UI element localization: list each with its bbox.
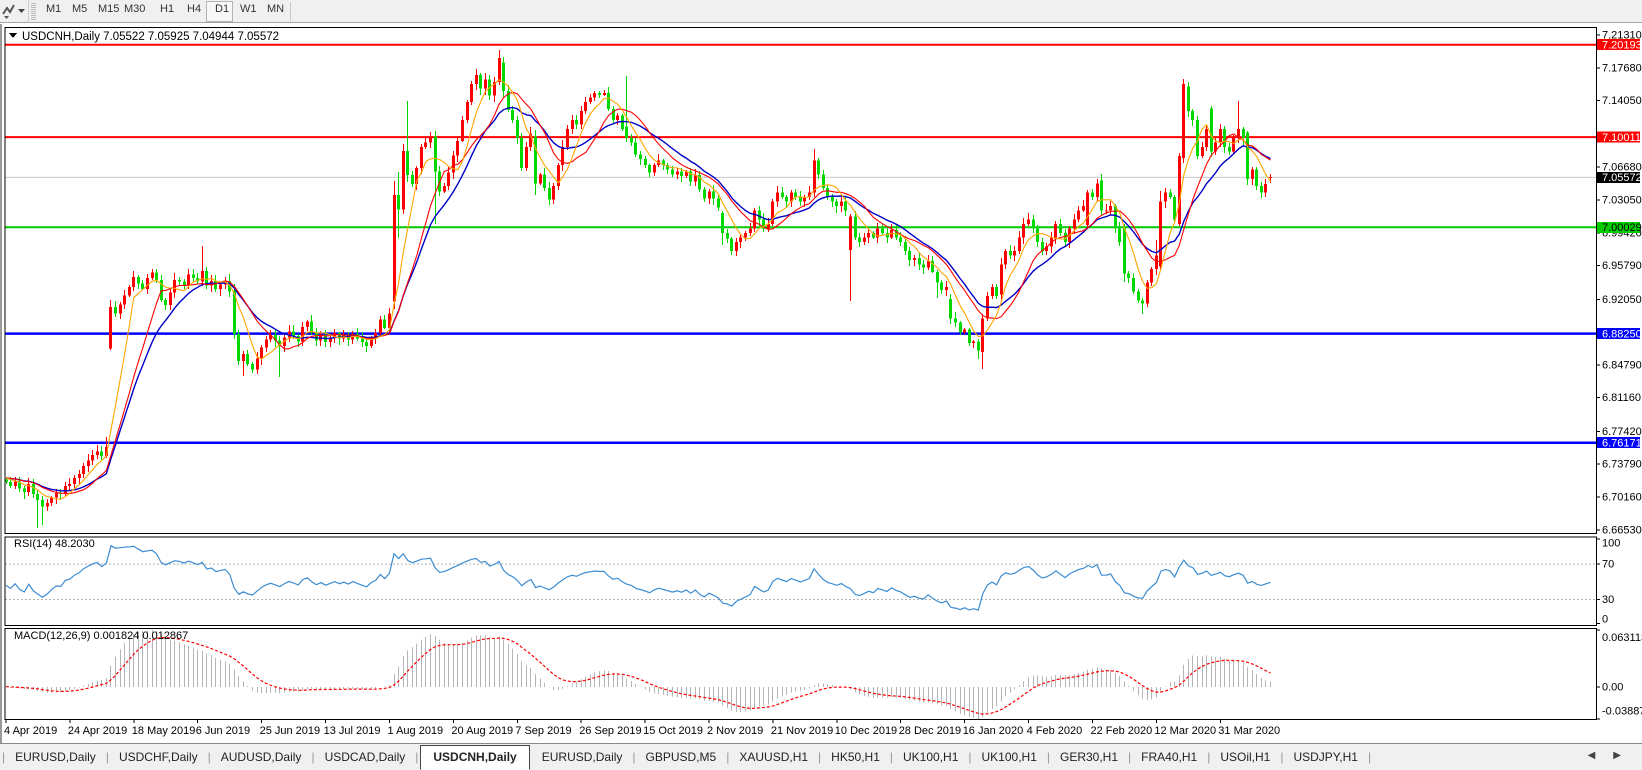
svg-text:6.77420: 6.77420 [1602, 426, 1642, 438]
svg-text:1 Aug 2019: 1 Aug 2019 [388, 725, 444, 737]
svg-text:6.66530: 6.66530 [1602, 524, 1642, 536]
svg-text:2 Nov 2019: 2 Nov 2019 [707, 725, 763, 737]
svg-text:25 Jun 2019: 25 Jun 2019 [260, 725, 321, 737]
svg-text:4 Feb 2020: 4 Feb 2020 [1027, 725, 1083, 737]
svg-text:0.063113: 0.063113 [1602, 632, 1642, 644]
svg-text:7 Sep 2019: 7 Sep 2019 [515, 725, 571, 737]
svg-text:7.21310: 7.21310 [1602, 30, 1642, 42]
svg-text:7.03050: 7.03050 [1602, 195, 1642, 207]
svg-text:USDCNH,Daily 7.05522 7.05925: USDCNH,Daily 7.05522 7.05925 7.04944 7.0… [22, 31, 279, 43]
svg-text:0: 0 [1602, 614, 1608, 626]
svg-text:30: 30 [1602, 594, 1614, 606]
svg-text:6.92050: 6.92050 [1602, 294, 1642, 306]
svg-text:0.00: 0.00 [1602, 682, 1623, 694]
svg-text:-0.038872: -0.038872 [1602, 706, 1642, 718]
svg-text:10 Dec 2019: 10 Dec 2019 [835, 725, 897, 737]
svg-text:6.73790: 6.73790 [1602, 459, 1642, 471]
svg-text:6.84790: 6.84790 [1602, 359, 1642, 371]
svg-text:MACD(12,26,9) 0.001824 0.01286: MACD(12,26,9) 0.001824 0.012867 [14, 630, 188, 642]
svg-text:6.81160: 6.81160 [1602, 392, 1641, 404]
svg-text:13 Jul 2019: 13 Jul 2019 [324, 725, 381, 737]
svg-text:20 Aug 2019: 20 Aug 2019 [451, 725, 513, 737]
svg-text:24 Apr 2019: 24 Apr 2019 [68, 725, 127, 737]
svg-text:16 Jan 2020: 16 Jan 2020 [963, 725, 1024, 737]
svg-text:31 Mar 2020: 31 Mar 2020 [1218, 725, 1280, 737]
svg-text:6.76171: 6.76171 [1602, 438, 1642, 450]
svg-text:4 Apr 2019: 4 Apr 2019 [4, 725, 57, 737]
svg-text:7.10011: 7.10011 [1602, 132, 1641, 144]
svg-text:70: 70 [1602, 559, 1614, 571]
svg-text:RSI(14) 48.2030: RSI(14) 48.2030 [14, 538, 95, 550]
svg-text:7.06680: 7.06680 [1602, 162, 1642, 174]
svg-text:6.88250: 6.88250 [1602, 328, 1642, 340]
svg-text:7.20193: 7.20193 [1602, 40, 1642, 52]
svg-text:22 Feb 2020: 22 Feb 2020 [1091, 725, 1153, 737]
svg-text:7.05572: 7.05572 [1602, 172, 1642, 184]
svg-text:12 Mar 2020: 12 Mar 2020 [1154, 725, 1216, 737]
svg-text:18 May 2019: 18 May 2019 [132, 725, 196, 737]
svg-text:28 Dec 2019: 28 Dec 2019 [899, 725, 961, 737]
svg-text:7.17680: 7.17680 [1602, 62, 1642, 74]
svg-text:7.14050: 7.14050 [1602, 95, 1642, 107]
svg-text:15 Oct 2019: 15 Oct 2019 [643, 725, 703, 737]
svg-text:26 Sep 2019: 26 Sep 2019 [579, 725, 641, 737]
svg-text:6.70160: 6.70160 [1602, 492, 1642, 504]
svg-text:21 Nov 2019: 21 Nov 2019 [771, 725, 833, 737]
svg-text:6.95790: 6.95790 [1602, 260, 1642, 272]
svg-text:100: 100 [1602, 538, 1620, 550]
svg-text:6 Jun 2019: 6 Jun 2019 [196, 725, 250, 737]
svg-text:7.00029: 7.00029 [1602, 222, 1642, 234]
